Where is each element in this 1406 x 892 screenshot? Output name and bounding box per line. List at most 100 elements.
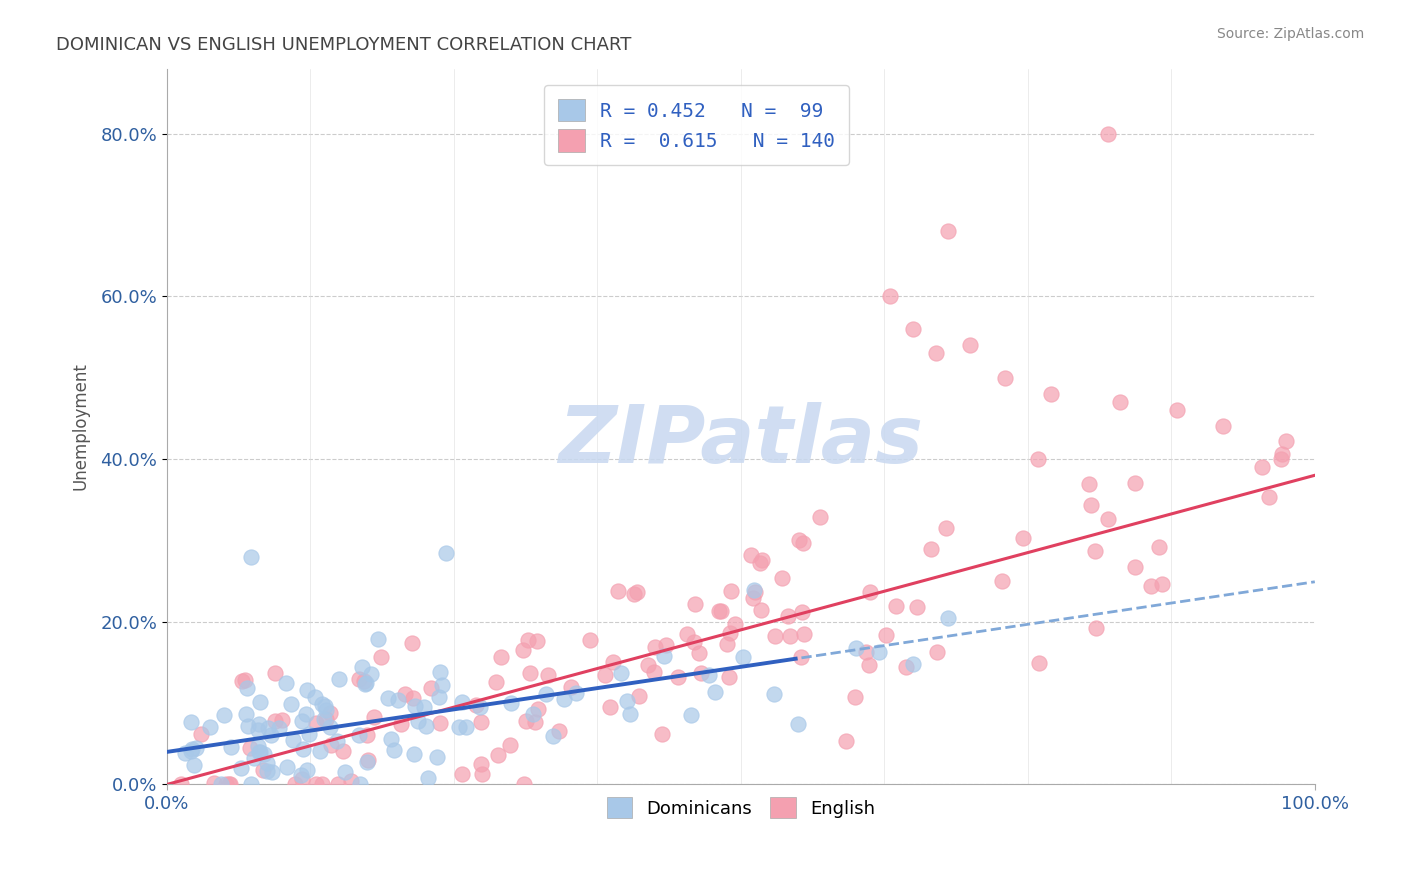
Point <box>855 645 877 659</box>
Point <box>1123 475 1146 490</box>
Point <box>450 767 472 781</box>
Point <box>354 675 377 690</box>
Point <box>211 777 233 791</box>
Point <box>526 633 548 648</box>
Point <box>238 719 260 733</box>
Point <box>512 777 534 791</box>
Point <box>681 708 703 723</box>
Point <box>214 707 236 722</box>
Point <box>180 714 202 729</box>
Point <box>724 617 747 632</box>
Point <box>183 757 205 772</box>
Point <box>1026 452 1049 467</box>
Text: Source: ZipAtlas.com: Source: ZipAtlas.com <box>1216 27 1364 41</box>
Point <box>305 716 328 731</box>
Point <box>350 659 373 673</box>
Point <box>252 763 274 777</box>
Point <box>387 693 409 707</box>
Point <box>370 650 392 665</box>
Point <box>402 747 425 761</box>
Point <box>311 697 333 711</box>
Point <box>408 714 430 728</box>
Point <box>619 706 641 721</box>
Point <box>284 777 307 791</box>
Point <box>1251 460 1274 475</box>
Point <box>1085 621 1108 635</box>
Point <box>623 587 645 601</box>
Point <box>297 727 319 741</box>
Point <box>305 777 328 791</box>
Point <box>380 732 402 747</box>
Point <box>991 574 1014 588</box>
Point <box>290 767 312 781</box>
Point <box>742 582 765 597</box>
Point <box>281 733 304 747</box>
Point <box>236 681 259 695</box>
Point <box>231 673 253 688</box>
Point <box>1080 499 1102 513</box>
Point <box>181 742 204 756</box>
Point <box>524 715 547 730</box>
Point <box>720 583 742 598</box>
Point <box>315 712 337 726</box>
Point <box>859 585 882 599</box>
Point <box>465 698 488 712</box>
Point <box>267 721 290 735</box>
Point <box>690 666 713 681</box>
Point <box>655 638 678 652</box>
Point <box>367 632 389 646</box>
Point <box>218 777 240 791</box>
Point <box>434 545 457 559</box>
Point <box>357 753 380 767</box>
Point <box>935 521 957 535</box>
Point <box>328 777 350 791</box>
Point <box>697 668 720 682</box>
Point <box>353 677 375 691</box>
Point <box>235 706 257 721</box>
Point <box>319 721 342 735</box>
Point <box>512 643 534 657</box>
Point <box>377 690 399 705</box>
Y-axis label: Unemployment: Unemployment <box>72 362 89 491</box>
Point <box>925 346 948 360</box>
Point <box>1084 544 1107 558</box>
Point <box>740 549 762 563</box>
Point <box>901 657 924 671</box>
Point <box>280 698 302 712</box>
Point <box>202 776 225 790</box>
Point <box>447 720 470 734</box>
Point <box>1212 419 1234 434</box>
Point <box>704 684 727 698</box>
Point <box>541 729 564 743</box>
Legend: Dominicans, English: Dominicans, English <box>599 790 882 825</box>
Point <box>515 714 537 728</box>
Point <box>174 747 197 761</box>
Point <box>790 650 813 665</box>
Point <box>1166 403 1188 417</box>
Point <box>429 716 451 731</box>
Point <box>742 591 765 606</box>
Point <box>844 690 866 704</box>
Point <box>565 686 588 700</box>
Point <box>770 571 793 585</box>
Point <box>260 728 283 742</box>
Point <box>676 627 699 641</box>
Point <box>332 744 354 758</box>
Point <box>751 553 773 567</box>
Point <box>319 706 342 720</box>
Point <box>787 533 810 547</box>
Point <box>1139 579 1161 593</box>
Point <box>394 687 416 701</box>
Point <box>1097 127 1119 141</box>
Point <box>231 761 253 775</box>
Point <box>683 635 706 649</box>
Point <box>349 672 371 686</box>
Point <box>247 717 270 731</box>
Point <box>1258 490 1281 504</box>
Point <box>792 605 814 619</box>
Point <box>218 777 240 791</box>
Point <box>787 716 810 731</box>
Point <box>170 777 193 791</box>
Text: ZIPatlas: ZIPatlas <box>558 401 924 480</box>
Point <box>731 650 754 665</box>
